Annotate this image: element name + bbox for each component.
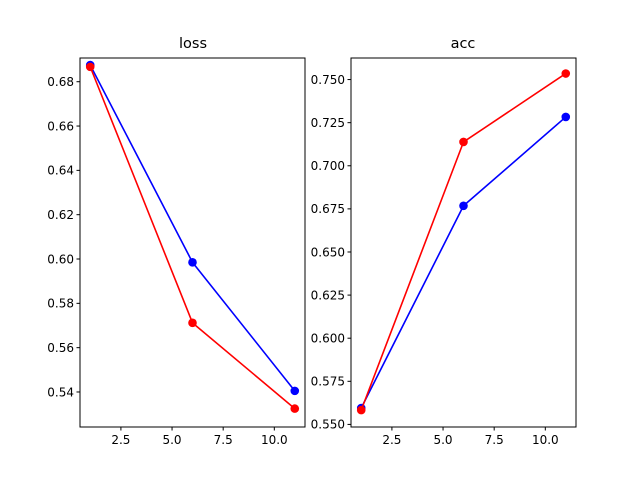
loss-ytick-label-1: 0.56 [47,341,74,355]
loss-ytick-label-7: 0.68 [47,75,74,89]
loss-series-1-point-2 [290,404,300,413]
acc-ytick-label-4: 0.650 [311,245,345,259]
acc-series-1-point-1 [459,137,468,147]
acc-xtick-label-0: 2.5 [382,433,401,447]
acc-ytick-label-5: 0.675 [311,202,345,216]
acc-ytick-label-3: 0.625 [311,288,345,302]
loss-ytick-label-4: 0.62 [47,208,74,222]
acc-xtick-label-1: 5.0 [433,433,452,447]
acc-xtick-label-3: 10.0 [532,433,559,447]
acc-marks: 2.5 5.0 7.5 10.0 0.550 0.575 0.600 0.625 0.650 0.… [311,69,571,447]
loss-axes-frame [79,57,306,428]
acc-xtick-label-2: 7.5 [485,433,504,447]
acc-ytick-label-8: 0.750 [311,73,345,87]
acc-ytick-label-6: 0.700 [311,159,345,173]
acc-series-0-point-1 [459,201,468,211]
acc-title: acc [451,36,476,52]
loss-series-1-point-1 [188,318,197,328]
loss-marks: 2.5 5.0 7.5 10.0 0.54 0.56 0.58 0.60 0.62 0.64 0.6… [47,60,300,447]
acc-ytick-label-2: 0.600 [311,331,345,345]
acc-series-1-point-2 [561,69,571,78]
loss-ytick-label-5: 0.64 [47,164,74,178]
acc-axes-frame [350,57,577,428]
acc-series-1-point-0 [356,405,366,415]
loss-series-1-point-0 [85,62,95,72]
acc-ytick-label-0: 0.550 [311,418,345,432]
loss-ytick-label-0: 0.54 [47,385,74,399]
loss-subplot: loss 2.5 5.0 7.5 10.0 0.54 0.56 0.58 0.60 0.62 0.… [47,36,306,447]
loss-ytick-label-2: 0.58 [47,297,74,311]
acc-ytick-label-7: 0.725 [311,116,345,130]
acc-ytick-label-1: 0.575 [311,375,345,389]
acc-subplot: acc 2.5 5.0 7.5 10.0 0.550 0.575 0.600 0.625 0.6… [311,36,577,447]
loss-xtick-label-3: 10.0 [261,433,288,447]
acc-series-0-point-2 [561,112,571,122]
loss-xtick-label-1: 5.0 [162,433,181,447]
loss-title: loss [179,36,207,52]
loss-xtick-label-2: 7.5 [214,433,233,447]
loss-xtick-label-0: 2.5 [111,433,130,447]
loss-series-0-point-1 [188,258,197,267]
loss-ytick-label-3: 0.60 [47,252,74,266]
loss-series-0-point-2 [290,386,300,396]
loss-ytick-label-6: 0.66 [47,119,74,133]
